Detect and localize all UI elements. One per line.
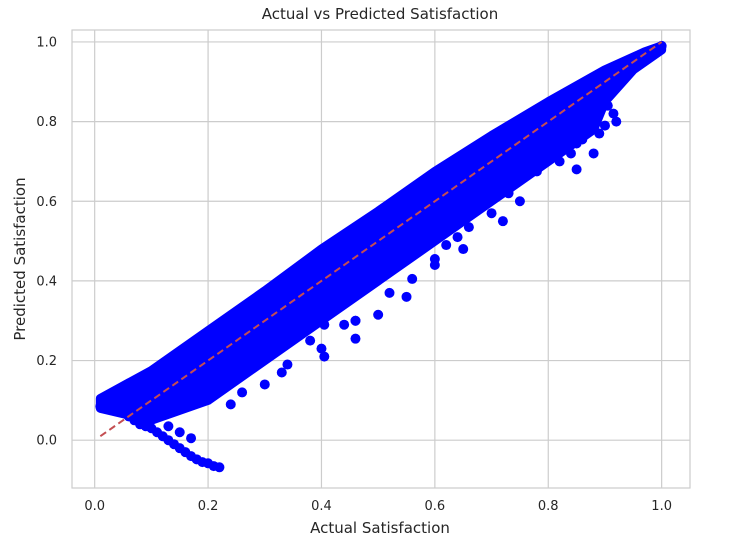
data-point [260, 379, 270, 389]
data-point [214, 462, 224, 472]
y-tick-label: 0.2 [36, 354, 57, 369]
data-point [515, 196, 525, 206]
data-point [407, 274, 417, 284]
data-point [458, 244, 468, 254]
data-point [487, 208, 497, 218]
x-tick-label: 0.4 [311, 499, 332, 514]
x-tick-label: 0.8 [538, 499, 559, 514]
data-point [402, 292, 412, 302]
chart-title: Actual vs Predicted Satisfaction [262, 5, 498, 23]
data-point [226, 399, 236, 409]
data-point [385, 288, 395, 298]
data-point [350, 316, 360, 326]
data-point [532, 166, 542, 176]
data-point [237, 387, 247, 397]
data-point [339, 320, 349, 330]
data-point [572, 164, 582, 174]
data-point [163, 421, 173, 431]
y-tick-label: 0.4 [36, 274, 57, 289]
data-point [606, 87, 616, 97]
data-point [319, 320, 329, 330]
data-point [305, 336, 315, 346]
data-point [600, 121, 610, 131]
y-tick-label: 0.8 [36, 115, 57, 130]
data-point [175, 427, 185, 437]
x-axis-label: Actual Satisfaction [310, 519, 450, 537]
data-point [112, 391, 122, 401]
data-point [282, 360, 292, 370]
x-tick-label: 1.0 [651, 499, 672, 514]
data-point [464, 222, 474, 232]
x-tick-label: 0.2 [198, 499, 219, 514]
data-point [430, 260, 440, 270]
data-point [350, 334, 360, 344]
y-tick-label: 1.0 [36, 35, 57, 50]
data-point [316, 344, 326, 354]
y-tick-label: 0.0 [36, 434, 57, 449]
data-point [515, 174, 525, 184]
data-point [504, 188, 514, 198]
data-point [614, 77, 624, 87]
y-axis-label: Predicted Satisfaction [11, 177, 29, 340]
data-point [566, 148, 576, 158]
x-tick-label: 0.0 [84, 499, 105, 514]
data-point [453, 232, 463, 242]
data-point [498, 216, 508, 226]
data-point [577, 135, 587, 145]
data-point [441, 240, 451, 250]
data-point [373, 310, 383, 320]
x-tick-label: 0.6 [425, 499, 446, 514]
data-point [589, 148, 599, 158]
data-point [186, 433, 196, 443]
data-point [555, 156, 565, 166]
y-tick-label: 0.6 [36, 195, 57, 210]
